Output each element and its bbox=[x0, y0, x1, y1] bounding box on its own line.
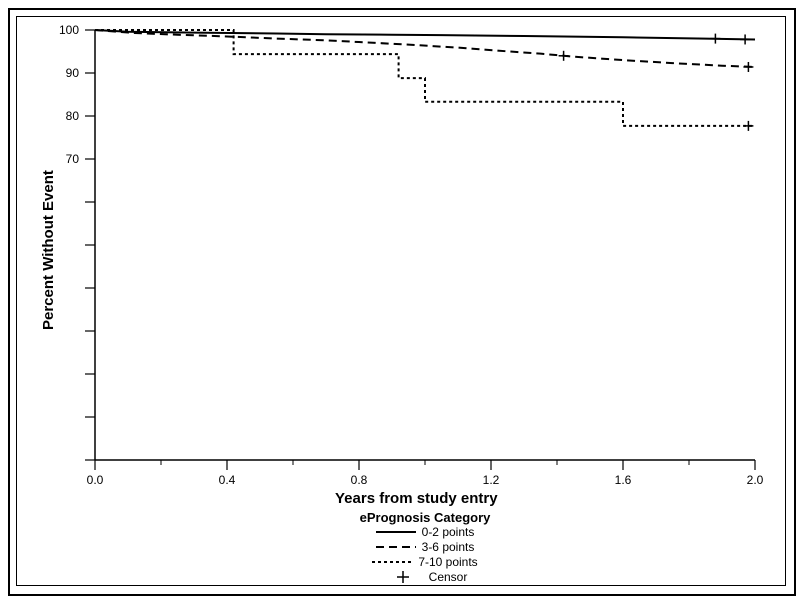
svg-text:0.4: 0.4 bbox=[219, 473, 236, 487]
legend-items: 0-2 points3-6 points7-10 pointsCensor bbox=[285, 525, 565, 584]
x-axis-label: Years from study entry bbox=[335, 490, 498, 507]
legend: ePrognosis Category 0-2 points3-6 points… bbox=[285, 510, 565, 584]
svg-text:80: 80 bbox=[66, 109, 80, 123]
legend-item: Censor bbox=[383, 570, 468, 584]
legend-swatch bbox=[383, 570, 423, 584]
svg-text:0.8: 0.8 bbox=[351, 473, 368, 487]
svg-text:90: 90 bbox=[66, 66, 80, 80]
legend-swatch bbox=[376, 525, 416, 539]
legend-item: 7-10 points bbox=[372, 555, 477, 569]
km-chart-container: 0.0 0.4 0.8 1.2 1.6 2.0 70 80 90 100 Percent With… bbox=[0, 0, 800, 600]
svg-text:1.6: 1.6 bbox=[615, 473, 632, 487]
svg-text:2.0: 2.0 bbox=[747, 473, 764, 487]
legend-title: ePrognosis Category bbox=[285, 510, 565, 525]
legend-label: Censor bbox=[429, 570, 468, 584]
legend-label: 7-10 points bbox=[418, 555, 477, 569]
legend-swatch bbox=[376, 540, 416, 554]
legend-item: 0-2 points bbox=[376, 525, 475, 539]
y-axis-label: Percent Without Event bbox=[40, 170, 57, 330]
svg-text:70: 70 bbox=[66, 152, 80, 166]
legend-swatch bbox=[372, 555, 412, 569]
legend-label: 3-6 points bbox=[422, 540, 475, 554]
legend-label: 0-2 points bbox=[422, 525, 475, 539]
svg-text:100: 100 bbox=[59, 23, 79, 37]
svg-text:0.0: 0.0 bbox=[87, 473, 104, 487]
svg-text:1.2: 1.2 bbox=[483, 473, 500, 487]
legend-item: 3-6 points bbox=[376, 540, 475, 554]
